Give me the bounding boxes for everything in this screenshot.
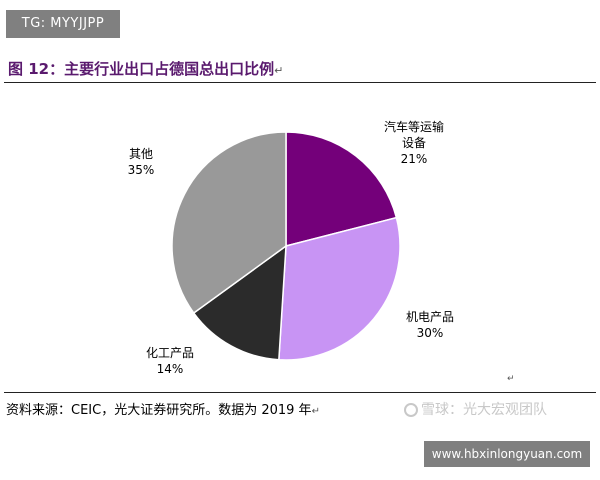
pie-label-name: 化工产品 — [146, 346, 194, 360]
pie-labels: 汽车等运输设备 21% 机电产品 30% 化工产品 14% 其他 35% — [128, 119, 454, 376]
source-note: 资料来源：CEIC，光大证券研究所。数据为 2019 年↵ — [6, 399, 320, 418]
pie-slice-2 — [192, 244, 287, 361]
source-return-mark: ↵ — [311, 406, 320, 417]
pie-label-name: 机电产品 — [406, 310, 454, 324]
bottom-divider — [4, 392, 596, 393]
watermark-text: 雪球：光大宏观团队 — [421, 402, 547, 418]
pie-label-percent: 35% — [128, 163, 155, 177]
tg-badge: TG: MYYJJPP — [6, 10, 120, 38]
pie-label-name: 其他 — [129, 147, 153, 161]
xueqiu-watermark: 雪球：光大宏观团队 — [404, 399, 547, 419]
figure-title: 图 12：主要行业出口占德国总出口比例↵ — [8, 58, 283, 79]
pie-label-percent: 14% — [157, 362, 184, 376]
pie-label-name: 汽车等运输 — [384, 119, 444, 134]
pie-slice-3 — [171, 131, 287, 315]
pie-slice-0 — [285, 131, 398, 247]
url-badge: www.hbxinlongyuan.com — [424, 441, 590, 467]
pie-slice-1 — [278, 216, 401, 361]
pie-label-0: 汽车等运输设备 21% — [384, 119, 444, 166]
figure-title-text: 图 12：主要行业出口占德国总出口比例 — [8, 60, 275, 78]
xueqiu-logo-icon — [404, 403, 418, 417]
pie-slices — [171, 131, 401, 361]
paragraph-mark: ↵ — [507, 374, 515, 384]
tg-badge-text: TG: MYYJJPP — [21, 16, 105, 31]
source-note-text: 资料来源：CEIC，光大证券研究所。数据为 2019 年 — [6, 403, 312, 418]
pie-label-2: 化工产品 14% — [146, 346, 194, 376]
pie-label-1: 机电产品 30% — [406, 310, 454, 340]
pie-label-percent: 30% — [417, 326, 444, 340]
figure-title-return-mark: ↵ — [274, 64, 284, 77]
top-divider — [4, 82, 596, 83]
pie-label-3: 其他 35% — [128, 147, 155, 177]
pie-label-percent: 21% — [401, 152, 428, 166]
pie-label-name: 设备 — [402, 136, 426, 150]
pie-chart: 汽车等运输设备 21% 机电产品 30% 化工产品 14% 其他 35% — [128, 119, 454, 376]
url-badge-text: www.hbxinlongyuan.com — [431, 447, 583, 461]
